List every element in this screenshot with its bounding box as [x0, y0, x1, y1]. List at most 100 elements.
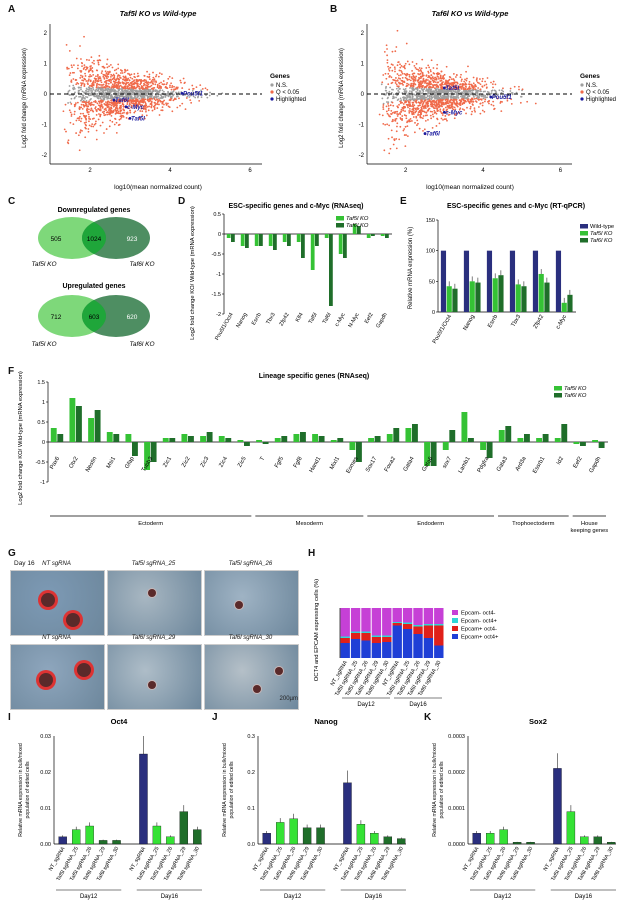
- panel-label-h: H: [308, 548, 316, 559]
- category-label: Zic4: [218, 455, 229, 468]
- ma-point: [482, 90, 485, 93]
- ma-point: [136, 72, 139, 75]
- ma-point: [428, 94, 431, 97]
- ma-point: [475, 97, 478, 100]
- ma-point: [145, 80, 148, 83]
- ma-point: [115, 68, 118, 71]
- ma-point: [419, 90, 422, 93]
- ma-point: [438, 122, 441, 125]
- ma-point: [93, 62, 95, 65]
- ma-point: [81, 129, 83, 132]
- ma-point: [395, 117, 398, 120]
- ma-point: [80, 74, 82, 77]
- ma-point: [114, 89, 116, 91]
- ma-point: [137, 79, 140, 82]
- category-label: Pax6: [49, 456, 61, 470]
- bar: [446, 286, 452, 312]
- ma-point: [428, 100, 431, 103]
- ma-point: [121, 72, 124, 74]
- ma-point: [204, 87, 207, 90]
- ma-point: [130, 106, 133, 109]
- stacked-segment: [361, 608, 371, 632]
- ma-point: [139, 83, 142, 86]
- ma-point: [399, 82, 402, 85]
- ma-point: [117, 90, 120, 92]
- ma-point: [477, 106, 480, 108]
- ma-point: [89, 109, 92, 112]
- ma-point: [387, 83, 390, 86]
- ma-point: [138, 87, 141, 90]
- ma-point: [464, 88, 467, 91]
- y-tick-label: 1: [42, 400, 45, 406]
- ma-point: [171, 86, 173, 89]
- ma-point: [143, 74, 146, 77]
- ma-point: [479, 88, 482, 91]
- y-tick-label: -0.5: [212, 252, 221, 258]
- stacked-segment: [392, 625, 402, 658]
- ma-point: [483, 84, 486, 87]
- ma-point: [77, 64, 79, 67]
- ma-point: [421, 92, 424, 95]
- ma-point: [127, 107, 130, 109]
- ma-point: [101, 100, 104, 102]
- ma-point: [492, 96, 495, 98]
- ma-point: [445, 118, 447, 120]
- ma-point: [446, 99, 449, 102]
- ma-point: [75, 57, 78, 60]
- ma-point: [396, 113, 399, 115]
- group-label: House: [581, 521, 598, 527]
- ma-point: [136, 95, 139, 97]
- ma-point: [102, 73, 105, 76]
- venn-down-left-name: Taf5l KO: [31, 261, 56, 268]
- ma-point: [96, 69, 99, 72]
- group-label: keeping genes: [570, 528, 608, 534]
- ma-point: [84, 72, 86, 75]
- stacked-segment: [392, 608, 402, 622]
- ma-point: [135, 82, 137, 85]
- venn-down-title: Downregulated genes: [58, 207, 131, 214]
- stacked-segment: [340, 643, 350, 658]
- ma-point: [71, 66, 73, 69]
- ma-point: [85, 95, 87, 98]
- ma-point: [97, 80, 100, 83]
- ma-point: [159, 100, 162, 103]
- bar: [237, 440, 244, 442]
- ma-point: [449, 92, 451, 95]
- ma-point: [75, 95, 78, 98]
- ma-point: [143, 82, 145, 85]
- gene-label: c-Myc: [445, 110, 463, 116]
- ma-plot-b-xlabel: log10(mean normalized count): [426, 184, 514, 191]
- panel-label-c: C: [8, 196, 16, 207]
- stacked-segment: [423, 624, 434, 626]
- ma-point: [136, 84, 139, 86]
- category-label: T: [259, 456, 266, 462]
- ma-point: [134, 101, 137, 103]
- ma-point: [478, 94, 481, 97]
- gene-label: Taf5l: [131, 116, 145, 122]
- ma-point: [184, 108, 187, 110]
- ma-point: [114, 118, 117, 120]
- ma-point: [421, 71, 424, 74]
- ma-point: [390, 63, 393, 66]
- ma-point: [121, 81, 124, 84]
- ma-point: [136, 75, 139, 78]
- ma-point: [448, 107, 450, 109]
- ma-point: [72, 123, 75, 126]
- ma-point: [73, 87, 76, 90]
- ma-point: [103, 108, 106, 111]
- legend-marker: [580, 90, 584, 94]
- stacked-segment: [382, 642, 392, 658]
- ma-point: [216, 94, 219, 97]
- ma-point: [166, 82, 169, 84]
- ma-point: [490, 92, 493, 95]
- ma-point: [446, 100, 449, 103]
- ma-point: [408, 90, 411, 93]
- ma-point: [149, 81, 152, 84]
- ma-point: [105, 82, 108, 85]
- bar: [561, 302, 567, 312]
- ma-point: [99, 105, 101, 107]
- bar: [162, 438, 169, 442]
- ma-point: [386, 48, 388, 50]
- ma-point: [102, 90, 105, 93]
- ma-point: [100, 79, 102, 82]
